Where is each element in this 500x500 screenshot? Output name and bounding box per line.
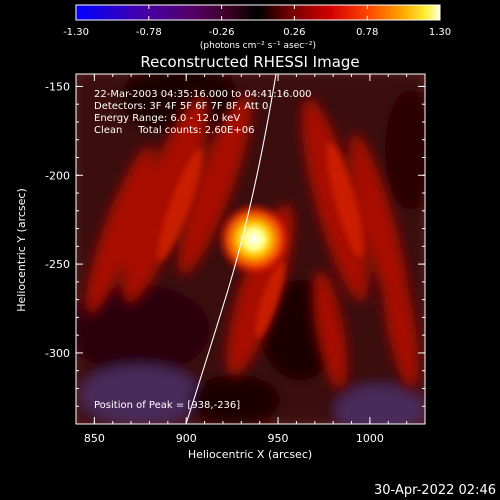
colorbar-tick-label: 1.30 <box>429 27 451 38</box>
info-time-range: 22-Mar-2003 04:35:16.000 to 04:41:16.000 <box>94 89 312 100</box>
y-tick-label: -300 <box>45 347 70 360</box>
info-detectors: Detectors: 3F 4F 5F 6F 7F 8F, Att 0 <box>94 101 268 112</box>
info-energy-range: Energy Range: 6.0 - 12.0 keV <box>94 113 240 124</box>
colorbar-unit-label: (photons cm⁻² s⁻¹ asec⁻²) <box>200 41 316 51</box>
colorbar-tick-label: 0.26 <box>283 27 305 38</box>
x-tick-label: 900 <box>176 432 197 445</box>
y-axis-label: Heliocentric Y (arcsec) <box>15 188 28 312</box>
x-tick-label: 1000 <box>356 432 384 445</box>
plot-frame <box>75 73 426 425</box>
observation-info: 22-Mar-2003 04:35:16.000 to 04:41:16.000… <box>94 89 312 411</box>
y-tick-label: -250 <box>45 258 70 271</box>
y-tick-label: -150 <box>45 80 70 93</box>
x-tick-label: 950 <box>268 432 289 445</box>
solar-limb <box>185 74 277 424</box>
x-axis-ticks: 850 900 950 1000 <box>84 74 426 445</box>
solar-image: 22-Mar-2003 04:35:16.000 to 04:41:16.000… <box>76 74 425 424</box>
colorbar-tick-label: -0.26 <box>209 27 235 38</box>
x-tick-label: 850 <box>84 432 105 445</box>
plot-title: Reconstructed RHESSI Image <box>140 53 359 71</box>
footer-date: 30-Apr-2022 02:46 <box>374 483 496 498</box>
colorbar: -1.30 -0.78 -0.26 0.26 0.78 1.30 (photons cm⁻… <box>63 4 451 51</box>
y-axis-ticks: -150 -200 -250 -300 <box>45 80 425 425</box>
x-axis-label: Heliocentric X (arcsec) <box>188 448 312 461</box>
colorbar-gradient <box>75 4 441 21</box>
colorbar-tick-label: -1.30 <box>63 27 89 38</box>
colorbar-ticks: -1.30 -0.78 -0.26 0.26 0.78 1.30 <box>63 5 451 38</box>
colorbar-tick-label: -0.78 <box>136 27 162 38</box>
peak-source <box>216 201 293 278</box>
info-clean-counts: Clean Total counts: 2.60E+06 <box>94 125 254 136</box>
peak-position-label: Position of Peak = [938,-236] <box>94 400 240 411</box>
colorbar-tick-label: 0.78 <box>356 27 378 38</box>
y-tick-label: -200 <box>45 169 70 182</box>
